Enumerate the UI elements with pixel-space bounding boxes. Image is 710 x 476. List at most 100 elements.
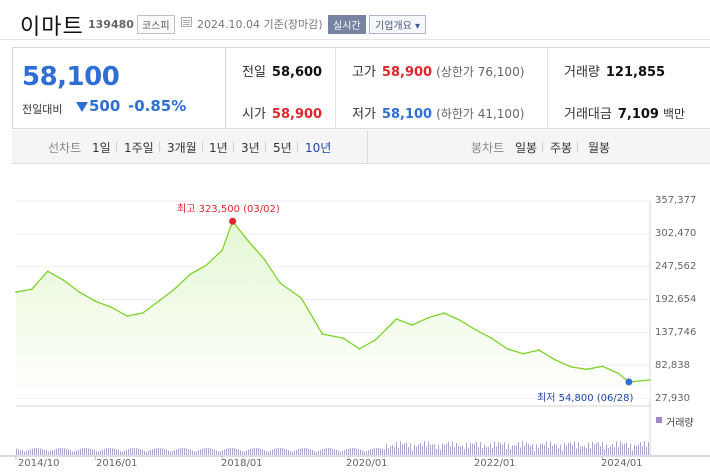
volume-bar: [216, 450, 217, 455]
volume-bar: [270, 450, 271, 455]
volume-bar: [204, 448, 205, 455]
volume-bar: [500, 443, 501, 455]
volume-bar: [298, 449, 299, 455]
tab-5y[interactable]: 5년: [273, 141, 292, 155]
volume-bar: [278, 448, 279, 455]
tab-1y[interactable]: 1년: [209, 141, 228, 155]
volume-bar: [530, 446, 531, 455]
volume-bar: [402, 444, 403, 455]
stat-value: 7,109: [617, 107, 659, 122]
volume-bar: [572, 445, 573, 455]
tab-monthly[interactable]: 월봉: [588, 141, 611, 155]
volume-bar: [266, 451, 267, 455]
calendar-icon: [181, 17, 192, 27]
volume-bar: [18, 449, 19, 455]
tab-weekly[interactable]: 주봉: [550, 141, 573, 155]
volume-bar: [390, 446, 391, 455]
change-percent: -0.85%: [128, 97, 187, 115]
volume-bar: [514, 445, 515, 455]
volume-bar: [318, 451, 319, 455]
volume-bar: [606, 444, 607, 455]
volume-bar: [30, 449, 31, 455]
realtime-button[interactable]: 실시간: [328, 15, 366, 34]
y-tick-label: 357,377: [655, 195, 697, 206]
volume-bar: [134, 448, 135, 455]
volume-bar: [478, 447, 479, 455]
volume-bar: [392, 444, 393, 455]
volume-bar: [614, 446, 615, 455]
volume-bar: [90, 448, 91, 455]
volume-bar: [552, 445, 553, 455]
volume-bar: [590, 448, 591, 455]
volume-bar: [302, 448, 303, 455]
volume-bar: [190, 449, 191, 455]
volume-bar: [568, 442, 569, 455]
volume-bar: [166, 449, 167, 455]
volume-bar: [420, 443, 421, 455]
tab-separator: [202, 142, 203, 152]
volume-bar: [632, 450, 633, 455]
tab-daily[interactable]: 일봉: [515, 141, 538, 155]
volume-bar: [172, 451, 173, 455]
volume-bar: [288, 450, 289, 455]
volume-bar: [360, 449, 361, 455]
volume-bar: [118, 450, 119, 455]
stock-name: 이마트: [20, 15, 84, 40]
volume-bar: [212, 448, 213, 455]
tab-10y[interactable]: 10년: [305, 141, 332, 155]
volume-bar: [258, 448, 259, 455]
volume-bar: [282, 448, 283, 455]
tab-3y[interactable]: 3년: [241, 141, 260, 155]
change-value: 500: [89, 97, 121, 115]
tab-3m[interactable]: 3개월: [167, 141, 197, 155]
volume-bar: [164, 449, 165, 455]
volume-bar: [558, 448, 559, 455]
volume-bar: [370, 449, 371, 455]
volume-bar: [80, 448, 81, 455]
volume-bar: [304, 448, 305, 455]
volume-bar: [648, 442, 649, 455]
stat-value: 58,900: [381, 65, 433, 80]
volume-bar: [486, 447, 487, 455]
base-date: 2024.10.04 기준(장마감): [197, 18, 323, 31]
volume-bar: [326, 448, 327, 455]
stat-unit: 백만: [662, 107, 686, 121]
volume-bar: [602, 442, 603, 455]
price-data-point: [538, 349, 540, 351]
volume-bar: [238, 449, 239, 455]
volume-legend-swatch: [656, 417, 662, 423]
volume-bar: [50, 451, 51, 455]
company-overview-button[interactable]: 기업개요 ▾: [369, 15, 426, 34]
volume-bar: [352, 448, 353, 455]
stat-amount: 거래대금 7,109 백만: [564, 103, 685, 122]
volume-bar: [320, 450, 321, 455]
volume-bar: [544, 445, 545, 455]
volume-bar: [512, 445, 513, 455]
tab-1d[interactable]: 1일: [92, 141, 111, 155]
volume-bar: [98, 451, 99, 455]
price-data-point: [554, 358, 556, 361]
volume-bar: [562, 450, 563, 455]
volume-bar: [306, 448, 307, 455]
volume-bar: [32, 448, 33, 455]
high-marker: [229, 217, 237, 225]
volume-bar: [272, 449, 273, 455]
volume-bar: [312, 449, 313, 455]
volume-bar: [474, 443, 475, 455]
tab-1w[interactable]: 1주일: [124, 141, 154, 155]
volume-bar: [510, 449, 511, 455]
candle-chart-label: 봉차트: [471, 141, 505, 155]
line-chart-label: 선차트: [48, 141, 82, 155]
price-chart[interactable]: 최고 323,500 (03/02) 최저 54,800 (06/28) 거래량…: [0, 186, 710, 476]
volume-bar: [518, 442, 519, 455]
volume-label: 거래량: [663, 414, 694, 429]
volume-bar: [198, 450, 199, 455]
volume-bar: [106, 448, 107, 455]
volume-bar: [128, 449, 129, 455]
volume-bar: [232, 448, 233, 455]
volume-bar: [112, 448, 113, 455]
volume-bar: [148, 450, 149, 455]
volume-bar: [626, 443, 627, 455]
volume-bar: [296, 449, 297, 455]
volume-bar: [642, 446, 643, 455]
